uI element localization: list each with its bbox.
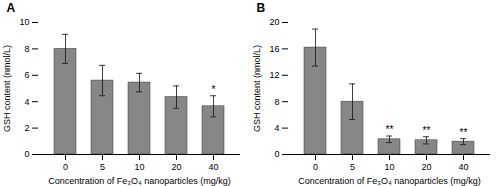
svg-text:0: 0 (63, 162, 68, 172)
svg-text:12: 12 (269, 70, 279, 80)
svg-text:10: 10 (384, 162, 394, 172)
svg-text:5: 5 (100, 162, 105, 172)
svg-text:4: 4 (24, 97, 29, 107)
svg-text:B: B (257, 1, 266, 15)
svg-text:4: 4 (274, 123, 279, 133)
svg-text:0: 0 (24, 149, 29, 159)
svg-text:10: 10 (134, 162, 144, 172)
svg-text:6: 6 (24, 70, 29, 80)
svg-text:Concentration of Fe₃O₄ nanopar: Concentration of Fe₃O₄ nanoparticles (mg… (298, 176, 480, 186)
svg-text:GSH content (nmol/L): GSH content (nmol/L) (252, 45, 262, 132)
svg-text:2: 2 (24, 123, 29, 133)
svg-text:0: 0 (274, 149, 279, 159)
svg-text:*: * (212, 84, 216, 95)
svg-text:40: 40 (208, 162, 218, 172)
svg-text:20: 20 (171, 162, 181, 172)
svg-text:**: ** (460, 127, 468, 138)
svg-text:A: A (7, 1, 16, 15)
svg-text:8: 8 (274, 97, 279, 107)
svg-text:20: 20 (269, 17, 279, 27)
svg-text:Concentration of Fe₃O₄ nanopar: Concentration of Fe₃O₄ nanoparticles (mg… (48, 176, 230, 186)
svg-text:10: 10 (19, 17, 29, 27)
svg-text:20: 20 (421, 162, 431, 172)
svg-text:5: 5 (350, 162, 355, 172)
svg-text:**: ** (386, 124, 394, 135)
svg-text:40: 40 (458, 162, 468, 172)
svg-text:16: 16 (269, 44, 279, 54)
svg-text:**: ** (423, 125, 431, 136)
svg-text:GSH content (nmol/L): GSH content (nmol/L) (2, 45, 12, 132)
svg-text:8: 8 (24, 44, 29, 54)
svg-text:0: 0 (313, 162, 318, 172)
